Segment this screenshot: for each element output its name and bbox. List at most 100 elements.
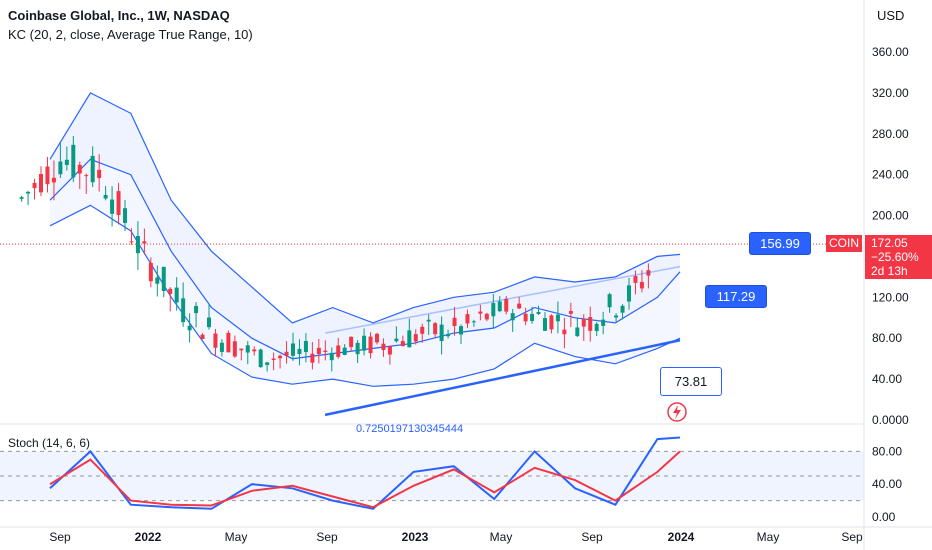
candle-body — [446, 334, 451, 337]
candle-body — [375, 333, 379, 343]
candle-body — [504, 298, 509, 312]
candle-body — [471, 321, 476, 323]
candle-body — [200, 334, 205, 340]
candle-body — [646, 270, 651, 276]
candle-body — [517, 303, 522, 309]
candle-body — [26, 191, 31, 194]
candle-body — [549, 315, 554, 330]
candle-body — [71, 144, 76, 178]
trendlines[interactable] — [324, 265, 681, 417]
keltner-upper — [49, 92, 681, 324]
candle-body — [601, 319, 606, 326]
candle-body — [381, 343, 386, 351]
candle-body — [77, 164, 82, 174]
candle-body — [51, 177, 56, 183]
candle-body — [207, 317, 211, 328]
candle-body — [349, 336, 354, 348]
candle-body — [536, 312, 541, 314]
candle-body — [84, 175, 89, 177]
candle-body — [588, 317, 593, 331]
bar-countdown: 2d 13h — [871, 264, 908, 278]
candle-body — [265, 362, 270, 365]
trendline[interactable] — [324, 339, 681, 417]
price-axis[interactable]: 360.00320.00280.00240.00200.00160.00120.… — [863, 0, 909, 550]
lightning-icon — [673, 405, 681, 419]
time-tick-label: Sep — [581, 530, 603, 544]
candle-body — [278, 355, 283, 359]
stoch-axis-ticks: 80.00 40.00 0.00 — [872, 444, 902, 524]
time-tick-label: Sep — [316, 530, 338, 544]
candle-body — [433, 323, 438, 335]
time-tick-label: May — [490, 530, 513, 544]
candle-body — [562, 329, 567, 335]
candle-body — [329, 352, 334, 361]
candle-body — [239, 348, 244, 351]
candle-body — [633, 276, 638, 283]
candle-body — [219, 342, 224, 352]
candle-body — [491, 303, 496, 317]
candle-body — [336, 345, 341, 357]
indicator-legend[interactable]: KC (20, 2, close, Average True Range, 10… — [8, 27, 253, 42]
candle-body — [123, 208, 127, 223]
candle-body — [413, 334, 418, 342]
candle-body — [194, 305, 199, 314]
candle-body — [575, 327, 580, 337]
candle-body — [303, 340, 308, 353]
trendline[interactable] — [324, 265, 681, 334]
stoch-d-line — [49, 450, 681, 509]
chart-header: Coinbase Global, Inc., 1W, NASDAQ KC (20… — [8, 6, 253, 44]
upper-band-value[interactable]: 156.99 — [749, 232, 811, 255]
candle-body — [394, 338, 399, 342]
candle-body — [627, 285, 631, 302]
stoch-tick-label: 40.00 — [872, 477, 902, 491]
candle-body — [181, 298, 186, 323]
candle-body — [484, 313, 489, 320]
candle-body — [342, 347, 347, 355]
price-tick-label: 240.00 — [872, 168, 909, 182]
price-tick-label: 280.00 — [872, 127, 909, 141]
candle-body — [155, 277, 160, 284]
middle-band-value[interactable]: 117.29 — [705, 285, 767, 308]
price-tick-label: 80.00 — [872, 331, 902, 345]
alert-marker[interactable] — [667, 402, 687, 422]
candle-body — [568, 310, 573, 314]
lower-band-value[interactable]: 73.81 — [660, 367, 722, 396]
candle-body — [39, 173, 43, 193]
time-tick-label: Sep — [49, 530, 71, 544]
currency-label[interactable]: USD — [877, 8, 905, 23]
price-change: −25.60% — [871, 250, 919, 264]
candle-body — [323, 350, 328, 353]
candle-body — [161, 266, 166, 291]
price-tick-label: 320.00 — [872, 86, 909, 100]
candle-body — [368, 336, 373, 354]
candle-body — [129, 241, 134, 243]
candle-body — [310, 353, 315, 363]
candle-body — [135, 235, 140, 254]
candle-body — [439, 324, 444, 342]
candle-body — [530, 313, 535, 321]
candle-body — [478, 311, 483, 314]
candle-body — [297, 348, 302, 355]
candle-body — [252, 349, 257, 352]
time-axis[interactable]: Sep 2022 May Sep 2023 May Sep 2024 May Sep — [0, 423, 932, 544]
symbol-title[interactable]: Coinbase Global, Inc., 1W, NASDAQ — [8, 8, 230, 23]
candle-body — [594, 323, 599, 332]
time-tick-label: 2024 — [668, 530, 695, 544]
time-tick-label: 2023 — [402, 530, 429, 544]
stoch-lines — [49, 436, 681, 510]
stoch-k-line — [49, 436, 681, 510]
candle-body — [58, 161, 63, 175]
candle-body — [420, 326, 425, 334]
main-pane — [0, 92, 864, 417]
stoch-legend[interactable]: Stoch (14, 6, 6) — [8, 436, 91, 450]
symbol-tag: COIN — [826, 235, 862, 252]
candlesticks — [19, 135, 651, 372]
candle-body — [639, 281, 644, 289]
candle-body — [174, 287, 179, 303]
candle-body — [142, 241, 147, 244]
candle-body — [510, 313, 515, 321]
candle-body — [459, 326, 463, 335]
last-price-label: 172.05 −25.60% 2d 13h — [865, 235, 932, 279]
candle-body — [116, 191, 121, 216]
